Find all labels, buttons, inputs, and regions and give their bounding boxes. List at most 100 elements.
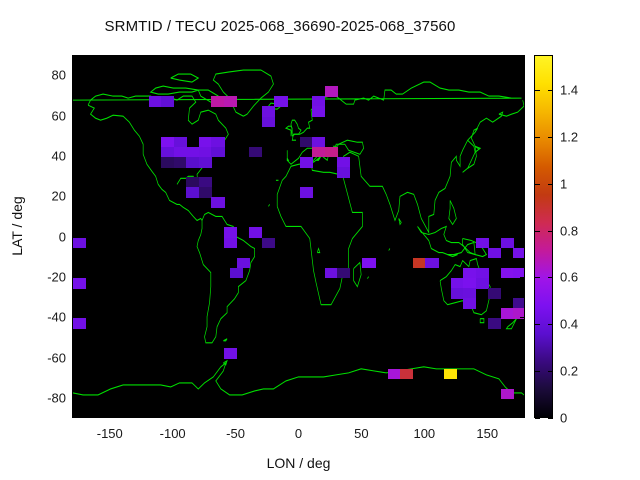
data-cell bbox=[513, 247, 524, 259]
data-cell bbox=[299, 187, 313, 198]
x-tick bbox=[172, 413, 174, 418]
data-cell bbox=[274, 96, 288, 107]
coastline-segment bbox=[149, 85, 199, 95]
data-cell bbox=[186, 146, 200, 158]
y-tick bbox=[520, 75, 525, 77]
coastline-segment bbox=[439, 257, 491, 316]
coastline-segment bbox=[73, 81, 522, 141]
data-cell bbox=[324, 267, 338, 279]
y-tick-label: -80 bbox=[47, 390, 66, 406]
colorbar-tick bbox=[535, 277, 540, 279]
colorbar-tick-label: 1.4 bbox=[560, 82, 579, 98]
data-cell bbox=[450, 287, 464, 299]
x-tick bbox=[361, 413, 363, 418]
data-cell bbox=[463, 267, 477, 279]
y-tick bbox=[520, 196, 525, 198]
coastline-segment bbox=[284, 125, 293, 137]
data-cell bbox=[450, 277, 464, 289]
data-cell bbox=[463, 287, 477, 299]
coastline-segment bbox=[223, 359, 228, 366]
data-cell bbox=[500, 267, 514, 279]
y-tick-label: -60 bbox=[47, 350, 66, 365]
coastline-segment bbox=[479, 318, 485, 324]
data-cells-layer bbox=[73, 56, 524, 417]
data-cell bbox=[513, 267, 524, 279]
data-cell bbox=[73, 277, 87, 289]
colorbar-tick bbox=[535, 371, 540, 373]
plot-title: SRMTID / TECU 2025-068_36690-2025-068_37… bbox=[104, 18, 456, 35]
coastline-segment bbox=[276, 161, 363, 306]
data-cell bbox=[161, 96, 175, 107]
data-cell bbox=[224, 96, 238, 107]
data-cell bbox=[513, 298, 524, 309]
coastline-segment bbox=[342, 127, 481, 234]
y-tick bbox=[72, 317, 77, 319]
x-axis-label: LON / deg bbox=[266, 455, 331, 471]
data-cell bbox=[249, 227, 263, 239]
y-tick-label: 60 bbox=[51, 108, 66, 123]
data-cell bbox=[337, 267, 351, 279]
data-cell bbox=[198, 136, 212, 148]
coastline-segment bbox=[448, 200, 457, 226]
data-cell bbox=[186, 156, 200, 168]
data-cell bbox=[198, 187, 212, 198]
coastline-segment bbox=[87, 104, 203, 222]
colorbar-tick bbox=[548, 90, 553, 92]
data-cell bbox=[224, 348, 238, 360]
data-cell bbox=[475, 277, 489, 289]
colorbar-tick bbox=[535, 418, 540, 419]
data-cell bbox=[425, 257, 439, 269]
colorbar-tick bbox=[548, 183, 553, 185]
colorbar-tick bbox=[548, 136, 553, 138]
data-cell bbox=[475, 237, 489, 249]
y-tick bbox=[72, 236, 77, 238]
data-cell bbox=[513, 308, 524, 319]
data-cell bbox=[299, 136, 313, 148]
data-cell bbox=[198, 177, 212, 188]
data-cell bbox=[337, 166, 351, 178]
y-tick-label: -20 bbox=[47, 269, 66, 285]
data-cell bbox=[261, 106, 275, 118]
coastline-segment bbox=[290, 119, 302, 137]
data-cell bbox=[73, 318, 87, 329]
map-plot-area[interactable] bbox=[72, 55, 525, 418]
x-tick bbox=[487, 55, 489, 60]
data-cell bbox=[224, 227, 238, 239]
coastline-segment bbox=[286, 157, 290, 161]
data-cell bbox=[186, 187, 200, 198]
data-cell bbox=[211, 96, 225, 107]
data-cell bbox=[312, 146, 326, 158]
coastline-segment bbox=[398, 218, 402, 226]
y-tick-label: 20 bbox=[51, 188, 66, 204]
colorbar-gradient bbox=[535, 56, 552, 417]
x-tick-label: 0 bbox=[294, 426, 303, 441]
y-tick-label: -40 bbox=[47, 309, 66, 325]
coastline-segment bbox=[353, 261, 362, 288]
x-tick bbox=[235, 413, 237, 418]
colorbar-tick bbox=[535, 230, 540, 232]
colorbar-tick bbox=[548, 277, 553, 279]
x-tick bbox=[424, 413, 426, 418]
colorbar-tick-label: 1 bbox=[560, 176, 568, 192]
data-cell bbox=[312, 136, 326, 148]
x-tick bbox=[172, 55, 174, 60]
x-tick bbox=[298, 55, 300, 60]
colorbar[interactable] bbox=[534, 55, 553, 418]
y-tick-label: 40 bbox=[51, 148, 66, 164]
data-cell bbox=[412, 257, 426, 269]
colorbar-tick-label: 1.2 bbox=[560, 129, 579, 145]
y-tick bbox=[520, 317, 525, 319]
data-cell bbox=[73, 237, 87, 249]
coastline-segment bbox=[367, 276, 369, 280]
data-cell bbox=[400, 368, 414, 380]
x-tick bbox=[487, 413, 489, 418]
y-tick bbox=[72, 155, 77, 157]
x-tick bbox=[109, 413, 111, 418]
coastline-segment bbox=[474, 99, 524, 133]
y-tick bbox=[72, 115, 77, 117]
data-cell bbox=[444, 368, 458, 380]
data-cell bbox=[249, 146, 263, 158]
x-tick-label: -50 bbox=[226, 426, 245, 441]
data-cell bbox=[211, 197, 225, 208]
